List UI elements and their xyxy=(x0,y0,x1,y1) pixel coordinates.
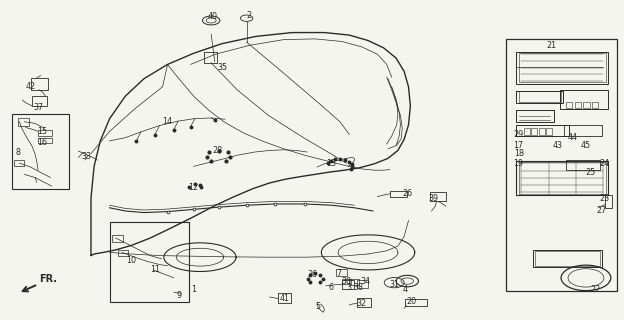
Text: FR.: FR. xyxy=(39,274,57,284)
Text: 38: 38 xyxy=(353,283,363,292)
Bar xyxy=(357,298,371,307)
Text: 41: 41 xyxy=(280,294,290,303)
Text: 44: 44 xyxy=(567,133,577,142)
Text: 14: 14 xyxy=(163,117,173,126)
Bar xyxy=(14,160,24,166)
Text: 43: 43 xyxy=(553,141,563,150)
Text: 10: 10 xyxy=(127,256,137,265)
Text: 35: 35 xyxy=(217,63,227,72)
Text: 29: 29 xyxy=(514,130,524,139)
Text: 13: 13 xyxy=(326,159,336,168)
Text: 9: 9 xyxy=(176,291,182,300)
Bar xyxy=(519,53,606,82)
Text: 12: 12 xyxy=(188,183,199,192)
Bar xyxy=(18,118,29,125)
Bar xyxy=(531,128,537,135)
Bar xyxy=(431,192,446,201)
Text: 31: 31 xyxy=(389,280,399,289)
Text: 26: 26 xyxy=(403,189,413,198)
Text: 2: 2 xyxy=(246,11,251,20)
Bar xyxy=(342,278,351,284)
Text: 15: 15 xyxy=(37,127,47,136)
Text: 40: 40 xyxy=(207,12,217,21)
Bar xyxy=(605,195,612,208)
Bar xyxy=(516,125,569,136)
Bar xyxy=(349,279,359,285)
Bar xyxy=(546,128,552,135)
Text: 42: 42 xyxy=(26,82,36,91)
Text: 25: 25 xyxy=(586,168,596,177)
Text: 11: 11 xyxy=(150,265,160,275)
Text: 5: 5 xyxy=(316,302,321,311)
Text: 36: 36 xyxy=(307,270,317,279)
Bar xyxy=(203,52,217,63)
Bar xyxy=(390,191,407,197)
Bar xyxy=(524,128,530,135)
Bar xyxy=(592,102,598,108)
Text: 8: 8 xyxy=(16,148,21,156)
Text: 18: 18 xyxy=(514,149,524,158)
Bar xyxy=(575,102,581,108)
Bar xyxy=(516,52,608,84)
Bar xyxy=(38,130,52,136)
Bar xyxy=(506,39,617,291)
Text: 27: 27 xyxy=(597,206,607,215)
Bar xyxy=(539,128,545,135)
Text: 3: 3 xyxy=(347,283,352,292)
Bar xyxy=(516,161,608,195)
Bar xyxy=(566,160,600,170)
Bar xyxy=(533,250,602,267)
Text: 6: 6 xyxy=(328,283,333,292)
Bar xyxy=(519,92,561,102)
Text: 17: 17 xyxy=(514,141,524,150)
Bar xyxy=(583,102,590,108)
Text: 34: 34 xyxy=(361,277,371,286)
Bar xyxy=(406,299,427,306)
Text: 22: 22 xyxy=(590,284,600,293)
Text: 21: 21 xyxy=(547,41,557,50)
Text: 30: 30 xyxy=(342,277,352,286)
Text: 1: 1 xyxy=(191,284,196,293)
Text: 45: 45 xyxy=(581,141,591,150)
Text: 23: 23 xyxy=(600,194,610,203)
Bar xyxy=(357,280,368,288)
Bar xyxy=(564,125,602,136)
Bar xyxy=(31,78,48,90)
Text: 24: 24 xyxy=(600,159,610,168)
Text: 28: 28 xyxy=(212,146,222,155)
Bar xyxy=(112,235,123,242)
Text: 39: 39 xyxy=(428,194,439,203)
Bar xyxy=(32,96,47,106)
Bar xyxy=(560,90,608,109)
Bar xyxy=(38,138,52,143)
Bar xyxy=(110,222,189,302)
Bar xyxy=(516,91,563,103)
Bar xyxy=(118,250,128,256)
Bar xyxy=(342,280,354,289)
Text: 4: 4 xyxy=(403,284,408,293)
Text: 7: 7 xyxy=(336,268,341,278)
Text: 20: 20 xyxy=(407,297,417,306)
Bar xyxy=(336,269,347,276)
Text: 16: 16 xyxy=(37,138,47,147)
Text: 19: 19 xyxy=(514,159,524,168)
Text: 37: 37 xyxy=(33,103,43,112)
Bar xyxy=(516,110,553,122)
Bar xyxy=(12,114,69,189)
Text: 32: 32 xyxy=(357,299,367,308)
Bar xyxy=(278,293,291,303)
Bar xyxy=(535,251,600,266)
Text: 33: 33 xyxy=(82,152,92,161)
Bar xyxy=(566,102,572,108)
Bar xyxy=(519,162,606,194)
